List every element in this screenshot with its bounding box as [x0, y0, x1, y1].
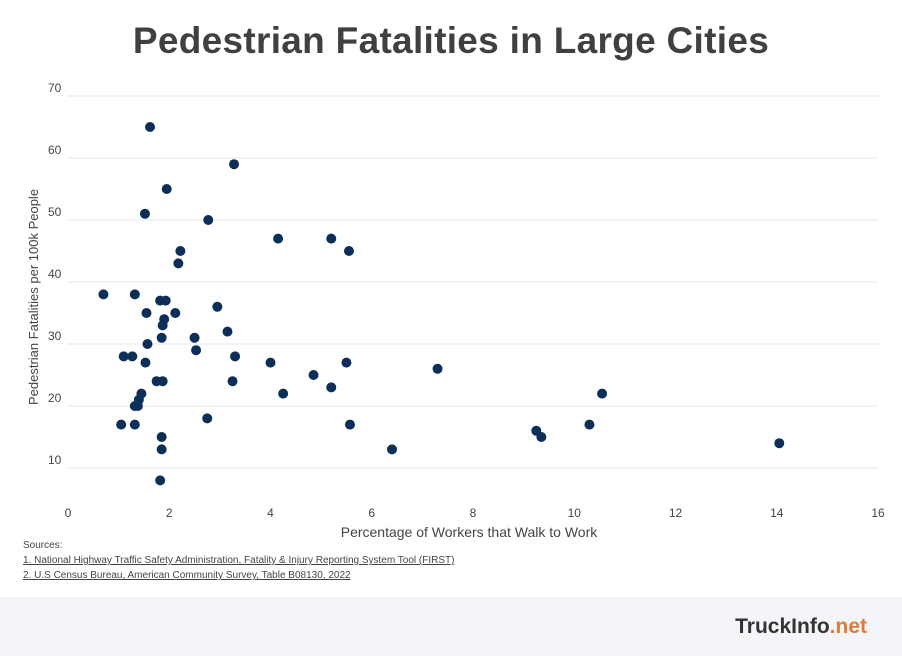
- truckinfo-logo[interactable]: TruckInfo.net: [735, 615, 867, 639]
- data-point[interactable]: [155, 475, 166, 486]
- data-point[interactable]: [774, 438, 785, 449]
- y-tick-label: 70: [48, 81, 62, 95]
- x-tick-label: 0: [65, 506, 72, 520]
- data-point[interactable]: [229, 159, 240, 170]
- data-point[interactable]: [98, 289, 109, 300]
- data-point[interactable]: [222, 326, 233, 337]
- data-points: [98, 122, 785, 486]
- data-point[interactable]: [116, 419, 127, 430]
- y-tick-label: 60: [48, 143, 62, 157]
- data-point[interactable]: [141, 308, 152, 318]
- data-point[interactable]: [142, 339, 153, 349]
- sources-block: Sources: 1. National Highway Traffic Saf…: [23, 538, 454, 583]
- y-axis-label: Pedestrian Fatalities per 100k People: [26, 189, 41, 405]
- data-point[interactable]: [159, 314, 170, 325]
- data-point[interactable]: [326, 233, 337, 244]
- data-point[interactable]: [127, 351, 138, 362]
- data-point[interactable]: [161, 184, 172, 194]
- data-point[interactable]: [129, 289, 140, 300]
- data-point[interactable]: [343, 246, 354, 256]
- x-tick-labels: 0 2 4 6 8 10 12 14 16: [65, 506, 885, 520]
- data-point[interactable]: [145, 122, 156, 132]
- source-link-1[interactable]: 1. National Highway Traffic Safety Admin…: [23, 555, 455, 566]
- data-point[interactable]: [203, 215, 214, 225]
- x-tick-label: 14: [770, 506, 784, 520]
- source-link-2[interactable]: 2. U.S Census Bureau, American Community…: [23, 570, 351, 581]
- data-point[interactable]: [326, 382, 337, 393]
- data-point[interactable]: [387, 444, 397, 455]
- y-tick-label: 10: [48, 453, 62, 467]
- x-axis-label: Percentage of Workers that Walk to Work: [341, 524, 599, 540]
- data-point[interactable]: [344, 419, 355, 430]
- x-tick-label: 4: [267, 506, 274, 520]
- scatter-chart: 10 20 30 40 50 60 70 0 2 4 6 8 10 12 14 16 Percentage …: [26, 81, 885, 540]
- x-tick-label: 8: [470, 506, 477, 520]
- y-tick-label: 50: [48, 205, 62, 219]
- x-tick-label: 2: [166, 506, 173, 520]
- data-point[interactable]: [157, 376, 168, 387]
- data-point[interactable]: [432, 363, 443, 374]
- grid-lines: [68, 95, 878, 469]
- y-tick-label: 40: [48, 267, 62, 281]
- data-point[interactable]: [139, 208, 150, 219]
- data-point[interactable]: [160, 295, 171, 306]
- data-point[interactable]: [156, 444, 167, 455]
- chart-title: Pedestrian Fatalities in Large Cities: [132, 20, 770, 61]
- data-point[interactable]: [265, 357, 276, 368]
- data-point[interactable]: [273, 233, 284, 244]
- x-tick-label: 6: [368, 506, 375, 520]
- x-tick-label: 10: [568, 506, 582, 520]
- data-point[interactable]: [536, 432, 547, 442]
- footer-bar: TruckInfo.net: [0, 597, 902, 656]
- y-tick-label: 20: [48, 391, 62, 405]
- data-point[interactable]: [584, 419, 595, 430]
- logo-accent-text: .net: [829, 615, 867, 638]
- data-point[interactable]: [175, 246, 186, 256]
- data-point[interactable]: [212, 301, 223, 312]
- data-point[interactable]: [170, 308, 181, 318]
- data-point[interactable]: [278, 388, 289, 399]
- data-point[interactable]: [597, 388, 608, 399]
- data-point[interactable]: [191, 345, 202, 356]
- sources-heading: Sources:: [23, 540, 63, 551]
- data-point[interactable]: [173, 258, 184, 269]
- data-point[interactable]: [341, 357, 352, 368]
- data-point[interactable]: [129, 419, 140, 430]
- data-point[interactable]: [189, 332, 200, 343]
- data-point[interactable]: [202, 413, 213, 424]
- data-point[interactable]: [227, 376, 238, 387]
- logo-text: TruckInfo: [735, 615, 830, 638]
- x-tick-label: 16: [871, 506, 885, 520]
- data-point[interactable]: [156, 432, 167, 442]
- data-point[interactable]: [140, 357, 151, 368]
- x-tick-label: 12: [669, 506, 683, 520]
- y-tick-label: 30: [48, 329, 62, 343]
- data-point[interactable]: [156, 332, 167, 343]
- y-tick-labels: 10 20 30 40 50 60 70: [48, 81, 62, 467]
- data-point[interactable]: [230, 351, 241, 362]
- data-point[interactable]: [308, 370, 319, 380]
- data-point[interactable]: [136, 388, 147, 399]
- data-point[interactable]: [118, 351, 129, 362]
